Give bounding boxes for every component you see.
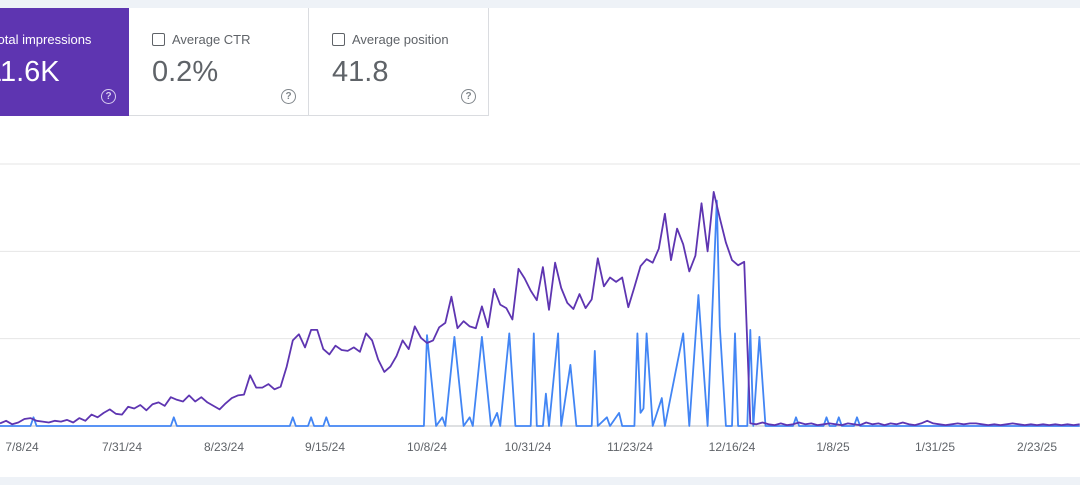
x-tick-label: 1/31/25 xyxy=(915,440,955,454)
help-circle-icon[interactable]: ? xyxy=(101,89,116,104)
performance-chart: 7/8/24 7/31/24 8/23/24 9/15/24 10/8/24 10/31/… xyxy=(0,163,1080,454)
metric-card-average-ctr[interactable]: Average CTR 0.2% ? xyxy=(129,8,309,116)
series-line-clicks xyxy=(0,199,1080,427)
chart-series xyxy=(0,191,1080,427)
x-tick-label: 7/31/24 xyxy=(102,440,142,454)
x-tick-label: 7/8/24 xyxy=(5,440,39,454)
metric-label: Average position xyxy=(352,32,449,47)
metric-value: 11.6K xyxy=(0,56,60,88)
series-line-impressions xyxy=(0,191,1080,427)
chart-x-axis: 7/8/24 7/31/24 8/23/24 9/15/24 10/8/24 10/31/… xyxy=(5,440,1057,454)
metric-card-average-position[interactable]: Average position 41.8 ? xyxy=(309,8,489,116)
x-tick-label: 12/16/24 xyxy=(709,440,756,454)
x-tick-label: 1/8/25 xyxy=(816,440,850,454)
chart-gridlines xyxy=(0,163,1080,427)
metric-label: Total impressions xyxy=(0,32,92,47)
metric-value: 0.2% xyxy=(152,56,219,88)
x-tick-label: 2/23/25 xyxy=(1017,440,1057,454)
checkbox-icon[interactable] xyxy=(152,33,165,46)
help-circle-icon[interactable]: ? xyxy=(281,89,296,104)
x-tick-label: 11/23/24 xyxy=(607,440,653,454)
help-circle-icon[interactable]: ? xyxy=(461,89,476,104)
metric-value: 41.8 xyxy=(332,56,389,88)
performance-panel: Total impressions 11.6K ? Average CTR 0.… xyxy=(0,8,1080,477)
x-tick-label: 9/15/24 xyxy=(305,440,345,454)
metric-card-total-impressions[interactable]: Total impressions 11.6K ? xyxy=(0,8,129,116)
x-tick-label: 10/8/24 xyxy=(407,440,447,454)
x-tick-label: 10/31/24 xyxy=(505,440,552,454)
x-tick-label: 8/23/24 xyxy=(204,440,244,454)
metric-label: Average CTR xyxy=(172,32,251,47)
checkbox-icon[interactable] xyxy=(332,33,345,46)
